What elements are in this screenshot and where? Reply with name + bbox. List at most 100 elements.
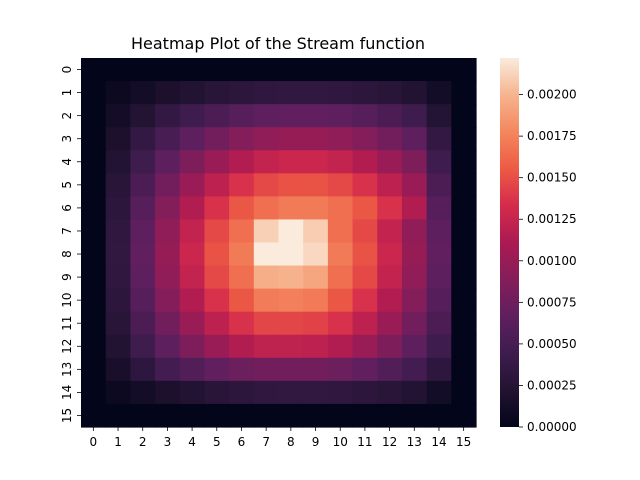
heatmap-cell	[327, 196, 354, 221]
heatmap-cell	[451, 288, 477, 313]
x-tick-label: 14	[431, 435, 446, 449]
heatmap-cell	[401, 357, 428, 382]
heatmap-cell	[303, 219, 329, 244]
heatmap-cell	[451, 380, 477, 405]
heatmap-cell	[229, 242, 255, 267]
heatmap-cell	[130, 311, 156, 336]
heatmap-cell	[155, 127, 181, 151]
heatmap-cell	[401, 81, 428, 105]
heatmap-cell	[229, 58, 255, 82]
heatmap-cell	[105, 196, 131, 221]
heatmap-cell	[130, 150, 156, 174]
heatmap-cell	[229, 288, 255, 313]
heatmap-cell	[204, 265, 230, 290]
heatmap-cell	[377, 127, 403, 151]
heatmap-cell	[303, 150, 329, 174]
heatmap-cell	[401, 104, 428, 128]
heatmap-cell	[81, 265, 107, 290]
heatmap-cell	[229, 334, 255, 359]
heatmap-cell	[303, 380, 329, 405]
heatmap-cell	[81, 403, 107, 428]
heatmap-cell	[377, 242, 403, 267]
heatmap-cell	[130, 58, 156, 82]
heatmap-cell	[377, 288, 403, 313]
heatmap-cell	[327, 311, 354, 336]
heatmap-cell	[377, 173, 403, 197]
heatmap-cell	[303, 311, 329, 336]
heatmap-cell	[278, 150, 304, 174]
x-tick-label: 8	[287, 435, 295, 449]
heatmap-cell	[352, 357, 378, 382]
heatmap-cell	[229, 104, 255, 128]
heatmap-cell	[401, 334, 428, 359]
x-tick-label: 7	[262, 435, 270, 449]
heatmap-cell	[204, 288, 230, 313]
heatmap-cell	[451, 173, 477, 197]
heatmap-cell	[179, 58, 206, 82]
heatmap-cell	[130, 173, 156, 197]
heatmap-cell	[327, 288, 354, 313]
heatmap-cell	[155, 380, 181, 405]
heatmap-cell	[278, 288, 304, 313]
heatmap-cell	[327, 242, 354, 267]
heatmap-cell	[352, 334, 378, 359]
y-tick-label: 10	[60, 293, 74, 308]
heatmap-cell	[229, 311, 255, 336]
heatmap-cell	[155, 403, 181, 428]
heatmap-cell	[327, 357, 354, 382]
heatmap-cell	[451, 81, 477, 105]
heatmap-cell	[426, 334, 452, 359]
heatmap-cell	[105, 288, 131, 313]
heatmap-cell	[327, 219, 354, 244]
heatmap-cell	[155, 334, 181, 359]
heatmap-cell	[451, 196, 477, 221]
heatmap-cell	[229, 403, 255, 428]
heatmap-cell	[253, 219, 280, 244]
heatmap-cell	[179, 127, 206, 151]
heatmap-cell	[377, 196, 403, 221]
heatmap-cell	[155, 173, 181, 197]
heatmap-cell	[303, 196, 329, 221]
x-tick-label: 2	[139, 435, 147, 449]
heatmap-cell	[105, 127, 131, 151]
heatmap-cell	[179, 357, 206, 382]
heatmap-cell	[278, 403, 304, 428]
heatmap-cell	[204, 81, 230, 105]
heatmap-cell	[253, 334, 280, 359]
heatmap-cell	[179, 265, 206, 290]
heatmap-cell	[81, 334, 107, 359]
colorbar-axis: 0.00000 0.00025 0.00050 0.00075 0.00100 0.001…	[519, 88, 577, 434]
colorbar-tick-label: 0.00025	[527, 378, 577, 392]
heatmap-cell	[327, 334, 354, 359]
heatmap-cell	[130, 81, 156, 105]
heatmap-cell	[253, 288, 280, 313]
heatmap-cell	[426, 150, 452, 174]
heatmap-cell	[426, 403, 452, 428]
heatmap-cell	[81, 81, 107, 105]
heatmap-cell	[253, 58, 280, 82]
heatmap-cell	[229, 380, 255, 405]
heatmap-cell	[377, 219, 403, 244]
heatmap-cell	[426, 219, 452, 244]
heatmap-cell	[451, 127, 477, 151]
heatmap-cell	[303, 357, 329, 382]
heatmap-cell	[229, 150, 255, 174]
heatmap-cell	[155, 81, 181, 105]
heatmap-cell	[426, 127, 452, 151]
x-tick-label: 12	[382, 435, 397, 449]
heatmap-cell	[377, 104, 403, 128]
heatmap-cell	[179, 311, 206, 336]
heatmap-cell	[179, 81, 206, 105]
heatmap-cell	[130, 196, 156, 221]
heatmap-cell	[426, 58, 452, 82]
y-tick-label: 15	[60, 408, 74, 423]
heatmap-cell	[105, 150, 131, 174]
heatmap-cell	[179, 173, 206, 197]
x-tick-label: 4	[188, 435, 196, 449]
heatmap-cell	[130, 242, 156, 267]
y-tick-label: 1	[60, 89, 74, 97]
heatmap-cell	[303, 127, 329, 151]
y-tick-label: 12	[60, 339, 74, 354]
heatmap-cell	[204, 150, 230, 174]
heatmap-cell	[426, 173, 452, 197]
